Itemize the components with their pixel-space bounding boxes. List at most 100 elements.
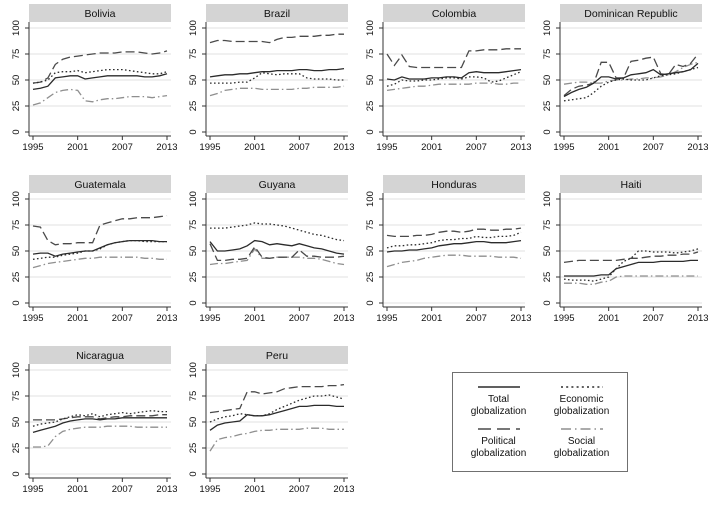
y-tick-label: 0 xyxy=(11,471,22,476)
x-tick-label: 2013 xyxy=(333,142,354,153)
panel-title: Dominican Republic xyxy=(584,8,677,20)
x-tick-label: 2013 xyxy=(156,484,177,495)
y-tick-label: 25 xyxy=(11,101,22,112)
panel-title: Guyana xyxy=(259,179,296,191)
political-line xyxy=(33,414,167,421)
panel-colombia: Colombia 0 25 50 75 100 1995 2001 2007 2013 xyxy=(354,2,531,173)
y-tick-label: 75 xyxy=(188,49,199,60)
y-tick-label: 50 xyxy=(542,75,553,86)
y-tick-label: 0 xyxy=(188,300,199,305)
economic-line xyxy=(386,71,522,87)
y-tick-label: 25 xyxy=(365,101,376,112)
legend-item-political: Political globalization xyxy=(457,423,540,460)
x-tick-label: 2007 xyxy=(643,313,664,324)
economic-line xyxy=(209,394,345,423)
y-tick-label: 100 xyxy=(188,20,199,36)
y-tick-label: 25 xyxy=(365,272,376,283)
y-tick-label: 75 xyxy=(365,220,376,231)
y-tick-label: 100 xyxy=(11,362,22,378)
total-line xyxy=(209,67,345,78)
legend-label-social: Social globalization xyxy=(553,436,610,459)
y-tick-label: 50 xyxy=(11,246,22,257)
panel-bolivia: Bolivia 0 25 50 75 100 1995 2001 2007 2013 xyxy=(0,2,177,173)
panel-title-strip xyxy=(560,175,702,193)
panel-dominican-republic: Dominican Republic 0 25 50 75 100 1995 2001 2007… xyxy=(531,2,708,173)
social-line xyxy=(209,85,345,97)
y-tick-label: 100 xyxy=(188,362,199,378)
social-line xyxy=(563,61,699,85)
total-line xyxy=(209,404,344,431)
legend-label-total: Total globalization xyxy=(470,394,527,417)
total-line xyxy=(32,73,168,91)
legend-item-social: Social globalization xyxy=(540,423,623,460)
legend-item-total: Total globalization xyxy=(457,381,540,418)
social-line xyxy=(386,254,522,268)
political-line-sample xyxy=(477,428,520,430)
x-tick-label: 1995 xyxy=(553,142,574,153)
panel-chart: Colombia 0 25 50 75 100 1995 2001 2007 2013 xyxy=(365,4,531,153)
y-tick-label: 0 xyxy=(365,129,376,134)
x-tick-label: 2007 xyxy=(289,484,310,495)
y-tick-label: 100 xyxy=(11,191,22,207)
x-tick-label: 2001 xyxy=(598,142,619,153)
total-line-sample xyxy=(477,386,520,388)
panel-title-strip xyxy=(206,346,348,364)
x-tick-label: 2001 xyxy=(244,484,265,495)
political-line xyxy=(32,50,168,84)
panel-title: Haiti xyxy=(620,179,641,191)
x-tick-label: 2013 xyxy=(333,484,354,495)
panel-title: Brazil xyxy=(264,8,290,20)
economic-line xyxy=(210,222,345,242)
panel-title: Honduras xyxy=(431,179,477,191)
legend-label-political: Political globalization xyxy=(470,436,527,459)
total-line xyxy=(563,62,699,98)
panel-chart: Guatemala 0 25 50 75 100 1995 2001 2007 2013 xyxy=(11,175,177,324)
economic-line-sample xyxy=(560,386,603,388)
panel-nicaragua: Nicaragua 0 25 50 75 100 1995 2001 2007 2013 xyxy=(0,344,177,515)
legend-label-economic: Economic globalization xyxy=(553,394,610,417)
x-tick-label: 1995 xyxy=(376,142,397,153)
x-tick-label: 1995 xyxy=(376,313,397,324)
x-tick-label: 2013 xyxy=(510,313,531,324)
social-line xyxy=(32,256,167,269)
x-tick-label: 1995 xyxy=(553,313,574,324)
y-tick-label: 25 xyxy=(188,443,199,454)
y-tick-label: 75 xyxy=(542,49,553,60)
y-tick-label: 75 xyxy=(365,49,376,60)
x-tick-label: 2007 xyxy=(112,142,133,153)
x-tick-label: 2013 xyxy=(156,142,177,153)
y-tick-label: 25 xyxy=(188,272,199,283)
social-line xyxy=(209,427,344,452)
y-tick-label: 100 xyxy=(365,20,376,36)
y-tick-label: 25 xyxy=(11,272,22,283)
x-tick-label: 2007 xyxy=(289,142,310,153)
total-line xyxy=(386,239,522,253)
total-line xyxy=(32,239,167,257)
x-tick-label: 2007 xyxy=(466,142,487,153)
panel-title-strip xyxy=(206,175,348,193)
panel-guyana: Guyana 0 25 50 75 100 1995 2001 2007 2013 xyxy=(177,173,354,344)
economic-line xyxy=(386,231,522,249)
panel-chart: Dominican Republic 0 25 50 75 100 1995 2001 2007… xyxy=(542,4,708,153)
y-tick-label: 100 xyxy=(542,20,553,36)
x-tick-label: 2007 xyxy=(643,142,664,153)
y-tick-label: 75 xyxy=(188,220,199,231)
total-line xyxy=(32,417,167,434)
x-tick-label: 2007 xyxy=(466,313,487,324)
y-tick-label: 0 xyxy=(542,129,553,134)
panel-chart: Peru 0 25 50 75 100 1995 2001 2007 2013 xyxy=(188,346,354,495)
economic-line xyxy=(563,66,699,102)
total-line xyxy=(564,259,698,277)
x-tick-label: 1995 xyxy=(22,142,43,153)
y-tick-label: 75 xyxy=(188,391,199,402)
panel-title-strip xyxy=(383,4,525,22)
x-tick-label: 2001 xyxy=(421,313,442,324)
x-tick-label: 2013 xyxy=(687,313,708,324)
panel-chart: Brazil 0 25 50 75 100 1995 2001 2007 2013 xyxy=(188,4,354,153)
political-line xyxy=(209,243,345,262)
panel-chart: Honduras 0 25 50 75 100 1995 2001 2007 2013 xyxy=(365,175,531,324)
political-line xyxy=(32,214,168,246)
x-tick-label: 2007 xyxy=(289,313,310,324)
y-tick-label: 50 xyxy=(542,246,553,257)
social-line xyxy=(386,82,521,92)
